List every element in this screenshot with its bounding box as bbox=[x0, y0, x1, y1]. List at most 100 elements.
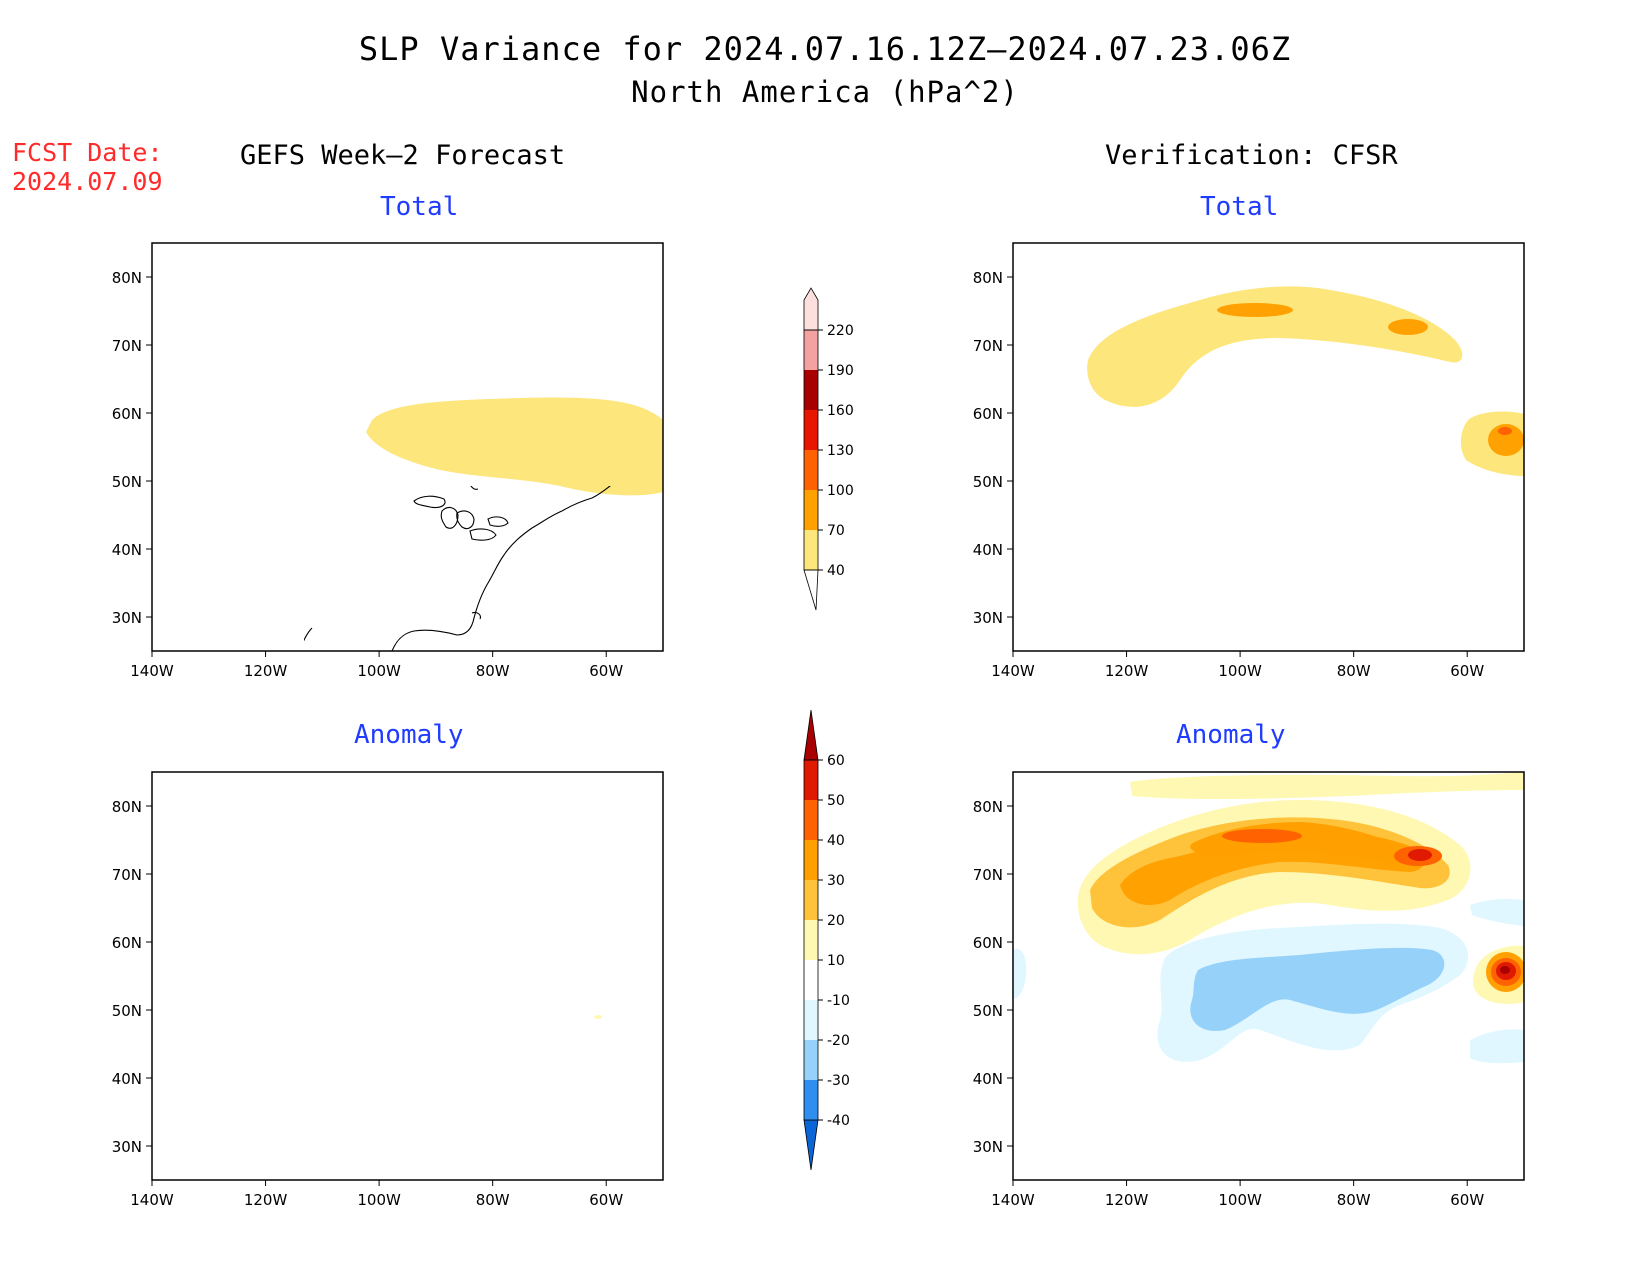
panel-title-anomaly-forecast: Anomaly bbox=[354, 720, 464, 750]
y-tick-label: 30N bbox=[973, 1138, 1003, 1156]
colorbar-total-bin bbox=[804, 370, 818, 410]
fcst-date-block: FCST Date: 2024.07.09 bbox=[12, 138, 163, 196]
colorbar-anomaly-bin bbox=[803, 1119, 819, 1171]
fcst-date-label: FCST Date: bbox=[12, 138, 163, 167]
coastline-segment bbox=[1098, 299, 1156, 315]
y-tick-label: 40N bbox=[973, 1070, 1003, 1088]
colorbar-anomaly-bin bbox=[804, 1000, 818, 1040]
coastlines-forecast-total bbox=[237, 263, 611, 652]
y-tick-label: 30N bbox=[112, 1138, 142, 1156]
shading-verification-anomaly bbox=[1013, 772, 1524, 1064]
y-tick-label: 60N bbox=[973, 934, 1003, 952]
coastline-segment bbox=[342, 840, 390, 857]
coastline-segment bbox=[402, 309, 458, 336]
coastline-segment bbox=[469, 528, 497, 541]
coastline-segment bbox=[391, 510, 563, 652]
coastline-segment bbox=[332, 269, 404, 286]
coastline-segment bbox=[304, 627, 313, 642]
axes-layer: 140W 120W 100W 80W 60W 30N 40N 50N 60N 70N 80N 140W… bbox=[112, 269, 1485, 1209]
coastlines-forecast-anomaly bbox=[152, 781, 663, 1180]
y-tick-label: 60N bbox=[112, 934, 142, 952]
coastline-segment bbox=[237, 299, 295, 315]
fcst-date-value: 2024.07.09 bbox=[12, 167, 163, 196]
colorbar-total-bin bbox=[804, 330, 818, 370]
coastline-segment bbox=[488, 1046, 508, 1055]
colorbar-total-label: 100 bbox=[827, 483, 854, 499]
colorbar-anomaly-label: -20 bbox=[827, 1033, 850, 1049]
coastline-segment bbox=[440, 506, 459, 529]
coastline-segment bbox=[1333, 612, 1341, 619]
y-tick-label: 70N bbox=[112, 866, 142, 884]
panel-frame-forecast-total bbox=[151, 242, 664, 652]
x-tick-label: 120W bbox=[244, 662, 288, 680]
panel-frame-forecast-anomaly bbox=[151, 771, 664, 1181]
coastline-segment bbox=[1013, 944, 1161, 1180]
y-tick-label: 40N bbox=[112, 541, 142, 559]
colorbar-anomaly-bin bbox=[804, 840, 818, 880]
coastline-segment bbox=[152, 868, 322, 877]
coastline-segment bbox=[413, 495, 446, 509]
y-tick-label: 40N bbox=[112, 1070, 142, 1088]
colorbar-total-label: 40 bbox=[827, 563, 845, 579]
coastline-segment bbox=[406, 914, 483, 1004]
coastline-segment bbox=[1013, 415, 1161, 651]
coastline-segment bbox=[342, 311, 390, 328]
coastline-segment bbox=[472, 831, 511, 863]
y-tick-label: 80N bbox=[973, 798, 1003, 816]
colorbar-total-label: 70 bbox=[827, 523, 845, 539]
coastline-segment bbox=[487, 516, 509, 527]
x-tick-label: 100W bbox=[357, 662, 401, 680]
coastline-segment bbox=[412, 792, 485, 810]
coastline-segment bbox=[367, 814, 424, 832]
y-tick-label: 50N bbox=[112, 1002, 142, 1020]
coastline-segment bbox=[402, 838, 458, 865]
coastline-segment bbox=[1161, 1157, 1173, 1180]
x-tick-label: 80W bbox=[476, 662, 510, 680]
x-tick-label: 140W bbox=[991, 1191, 1035, 1209]
y-tick-label: 50N bbox=[112, 473, 142, 491]
coastline-segment bbox=[470, 1058, 496, 1069]
coastline-segment bbox=[237, 828, 295, 844]
coastline-segment bbox=[1331, 1058, 1357, 1069]
colorbar-anomaly-bin bbox=[804, 880, 818, 920]
column-title-verification: Verification: CFSR bbox=[1105, 140, 1398, 171]
colorbars-layer: 40 70 100 130 160 190 220 -40 -30 -20 -10 10 20 30 40 5… bbox=[803, 287, 854, 1171]
colorbar-anomaly-label: 60 bbox=[827, 753, 845, 769]
colorbar-anomaly-frame bbox=[803, 759, 819, 1121]
coastline-segment bbox=[412, 263, 485, 281]
y-tick-label: 70N bbox=[973, 337, 1003, 355]
column-title-forecast: GEFS Week–2 Forecast bbox=[240, 140, 566, 171]
colorbar-anomaly-label: -40 bbox=[827, 1113, 850, 1129]
colorbar-anomaly-label: 50 bbox=[827, 793, 845, 809]
x-tick-label: 140W bbox=[130, 662, 174, 680]
x-tick-label: 140W bbox=[991, 662, 1035, 680]
shading-forecast-total bbox=[366, 397, 663, 496]
coastline-segment bbox=[1253, 511, 1423, 651]
coastline-segment bbox=[1318, 511, 1335, 529]
coastline-segment bbox=[302, 818, 363, 836]
colorbar-anomaly-bin bbox=[804, 960, 818, 1000]
coastline-segment bbox=[332, 798, 404, 815]
coastline-segment bbox=[362, 965, 370, 982]
coastline-segment bbox=[456, 510, 475, 530]
coastline-segment bbox=[470, 486, 479, 490]
shading-verification-total bbox=[1087, 286, 1524, 476]
colorbar-total-label: 160 bbox=[827, 403, 854, 419]
colorbar-total-label: 130 bbox=[827, 443, 854, 459]
x-tick-label: 100W bbox=[1218, 662, 1262, 680]
coastline-segment bbox=[466, 1000, 478, 1018]
x-tick-label: 100W bbox=[357, 1191, 401, 1209]
colorbar-total-bin bbox=[804, 450, 818, 490]
x-tick-label: 120W bbox=[1105, 662, 1149, 680]
panel-frame-verification-anomaly bbox=[1012, 771, 1525, 1181]
shading-forecast-anomaly bbox=[594, 1015, 602, 1019]
sub-title: North America (hPa^2) bbox=[631, 75, 1019, 109]
coastline-segment bbox=[1161, 628, 1173, 651]
x-tick-label: 100W bbox=[1218, 1191, 1262, 1209]
coastline-segment bbox=[1302, 508, 1319, 529]
coastline-segment bbox=[1223, 436, 1231, 453]
main-title: SLP Variance for 2024.07.16.12Z–2024.07.… bbox=[358, 30, 1292, 68]
y-tick-label: 50N bbox=[973, 1002, 1003, 1020]
x-tick-label: 60W bbox=[589, 662, 623, 680]
colorbar-anomaly-bin bbox=[804, 760, 818, 800]
